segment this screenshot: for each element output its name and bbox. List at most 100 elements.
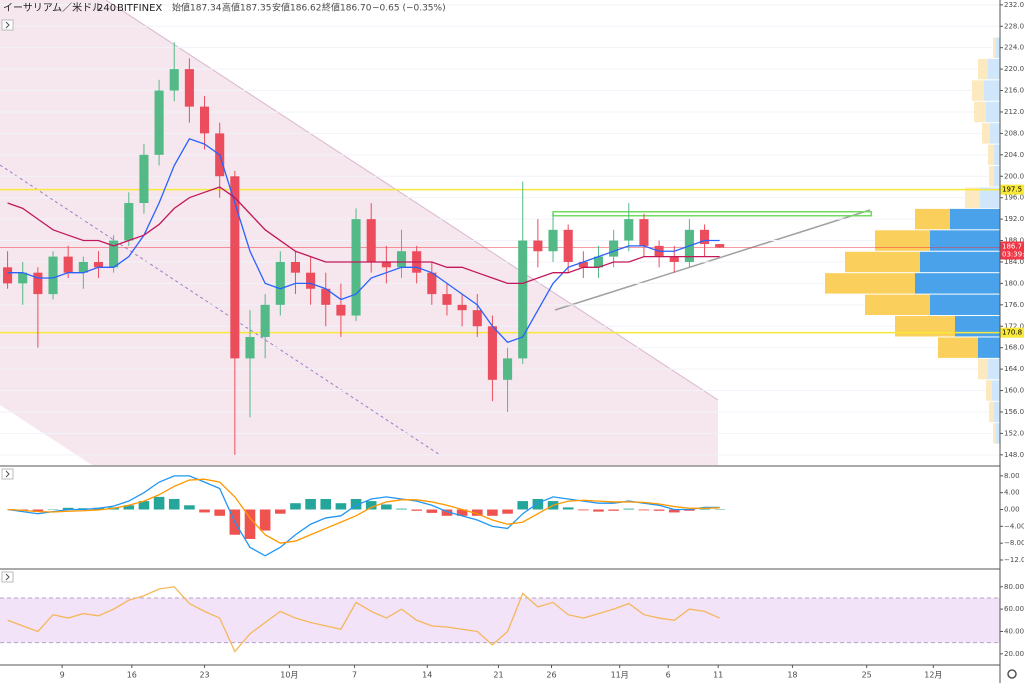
- y-tick-label: 224.0: [1004, 44, 1024, 52]
- channel-mid: [0, 164, 441, 456]
- y-tick-label: 172.0: [1004, 322, 1024, 330]
- x-tick-label: 21: [493, 671, 503, 680]
- macd-bar: [456, 509, 468, 516]
- settings-icon[interactable]: [1007, 669, 1017, 679]
- candle-body: [321, 288, 331, 305]
- candle-body: [700, 229, 710, 245]
- macd-bar: [699, 508, 710, 510]
- y-tick-label: 196.0: [1004, 194, 1024, 202]
- candle-body: [472, 310, 482, 327]
- y-tick-label: 20.00: [1004, 650, 1024, 658]
- profile-down: [993, 37, 996, 58]
- macd-bar: [350, 498, 362, 510]
- macd-bar: [168, 498, 180, 510]
- macd-bar: [153, 496, 165, 510]
- y-tick-label: 180.0: [1004, 279, 1024, 287]
- profile-down: [972, 80, 984, 101]
- macd-bar: [608, 509, 619, 511]
- collapse-toggle[interactable]: [1, 468, 14, 480]
- candle-body: [427, 272, 437, 295]
- candle-body: [578, 261, 588, 268]
- profile-down: [825, 273, 915, 294]
- candle-body: [139, 154, 149, 204]
- profile-up: [980, 187, 1000, 208]
- interval: 240: [97, 3, 116, 14]
- profile-down: [895, 316, 955, 337]
- candle-body: [518, 240, 528, 359]
- x-tick-label: 26: [546, 671, 556, 680]
- candle-body: [93, 261, 104, 268]
- candle-body: [184, 69, 194, 107]
- macd-bar: [396, 508, 407, 510]
- collapse-toggle[interactable]: [1, 19, 14, 31]
- y-tick-label: 60.00: [1004, 605, 1024, 613]
- candle-body: [48, 256, 58, 295]
- x-tick-label: 11: [713, 671, 723, 680]
- profile-up: [930, 294, 1000, 316]
- macd-bar: [305, 498, 316, 510]
- profile-up: [955, 316, 1000, 337]
- profile-up: [996, 423, 1000, 444]
- x-tick-label: 14: [422, 671, 432, 680]
- y-tick-label: 0.00: [1004, 506, 1020, 514]
- macd-bar: [123, 505, 135, 510]
- y-tick-label: 164.0: [1004, 365, 1024, 373]
- macd-bar: [259, 509, 271, 531]
- price-label: 186.7: [1002, 243, 1022, 251]
- macd-bar: [335, 503, 347, 510]
- candle-body: [78, 261, 88, 273]
- x-tick-label: 16: [127, 671, 137, 680]
- y-tick-label: 188.0: [1004, 237, 1024, 245]
- macd-bar: [244, 509, 256, 539]
- open: 始値187.34: [172, 2, 222, 14]
- profile-down: [965, 187, 980, 208]
- exchange: BITFINEX: [117, 3, 162, 14]
- macd-bar: [199, 509, 210, 513]
- y-tick-label: 200.0: [1004, 172, 1024, 180]
- profile-up: [994, 144, 1000, 166]
- x-tick-label: 12月: [924, 671, 942, 680]
- profile-up: [992, 380, 1000, 401]
- macd-bar: [320, 498, 332, 510]
- candle-body: [396, 251, 407, 268]
- profile-down: [989, 401, 994, 423]
- candle-body: [230, 176, 240, 359]
- collapse-toggle[interactable]: [1, 571, 14, 583]
- profile-down: [988, 144, 994, 166]
- x-tick-label: 6: [666, 671, 671, 680]
- y-tick-label: 4.00: [1004, 489, 1020, 497]
- close: 終値186.70: [322, 2, 372, 14]
- y-tick-label: −8.00: [1004, 539, 1024, 547]
- profile-up: [988, 358, 1000, 380]
- price-label-box: [1000, 241, 1024, 260]
- candle-body: [715, 244, 725, 248]
- macd-bar: [517, 501, 529, 510]
- profile-down: [978, 58, 988, 80]
- macd-bar: [487, 509, 498, 516]
- profile-down: [978, 358, 988, 380]
- candle-body: [290, 261, 300, 273]
- candle-body: [593, 256, 604, 268]
- high: 高値187.35: [222, 2, 272, 14]
- y-tick-label: 80.00: [1004, 583, 1024, 591]
- y-tick-label: 216.0: [1004, 87, 1024, 95]
- candle-body: [442, 294, 452, 305]
- rsi-band: [0, 597, 1000, 643]
- profile-down: [845, 251, 920, 273]
- low: 安値186.62: [272, 2, 322, 14]
- x-tick-label: 25: [862, 671, 872, 680]
- candle-body: [669, 256, 679, 262]
- y-tick-label: 228.0: [1004, 22, 1024, 30]
- y-tick-label: 208.0: [1004, 129, 1024, 137]
- profile-up: [994, 401, 1000, 423]
- candle-body: [200, 106, 210, 134]
- candle-body: [366, 219, 376, 262]
- profile-down: [875, 230, 930, 251]
- profile-up: [978, 337, 1000, 358]
- profile-down: [993, 423, 996, 444]
- macd-bar: [290, 503, 301, 510]
- x-tick-label: 10月: [280, 671, 298, 680]
- y-tick-label: 220.0: [1004, 65, 1024, 73]
- candle-body: [351, 219, 361, 316]
- candle-body: [169, 69, 179, 91]
